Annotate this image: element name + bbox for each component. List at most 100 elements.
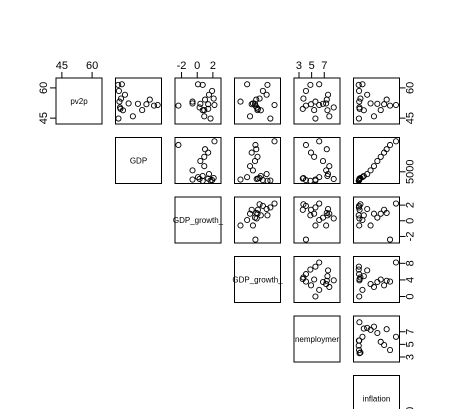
data-point — [139, 107, 146, 114]
data-point — [146, 96, 153, 103]
tick-label: 0 — [405, 293, 417, 299]
data-point — [364, 324, 371, 331]
data-point — [299, 206, 306, 213]
data-point — [244, 216, 251, 224]
data-point — [367, 281, 374, 288]
data-point — [359, 286, 366, 293]
data-point — [312, 222, 319, 229]
data-point — [356, 87, 363, 94]
data-point — [316, 200, 323, 207]
data-point — [357, 274, 364, 281]
data-point — [381, 282, 388, 289]
data-point — [386, 347, 394, 354]
tick-label: 45 — [38, 112, 50, 124]
data-point — [370, 113, 378, 120]
data-point — [392, 138, 400, 145]
data-point — [316, 259, 323, 266]
data-point — [300, 95, 307, 102]
data-point — [271, 101, 278, 109]
data-point — [316, 174, 323, 181]
data-point — [312, 115, 319, 122]
data-point — [357, 95, 364, 102]
tick-label: 50 — [405, 407, 417, 409]
data-point — [360, 212, 367, 219]
data-point — [267, 115, 274, 122]
tick-label: 45 — [405, 112, 417, 124]
scatter-panel — [174, 137, 222, 184]
data-point — [116, 98, 123, 105]
scatter-panel — [293, 137, 341, 184]
scatter-panel — [293, 256, 341, 303]
data-point — [374, 329, 381, 337]
data-point — [189, 98, 196, 105]
data-point — [254, 153, 261, 160]
diagonal-panel — [293, 315, 341, 363]
data-point — [370, 283, 378, 291]
tick-label: 8 — [405, 260, 417, 266]
data-point — [302, 102, 309, 109]
data-point — [267, 177, 274, 184]
data-point — [383, 209, 390, 216]
variable-label: GDP — [130, 157, 147, 166]
data-point — [115, 81, 122, 88]
data-point — [330, 215, 337, 222]
data-point — [271, 138, 278, 145]
data-point — [302, 236, 309, 243]
diagonal-panel — [234, 256, 281, 303]
diagonal-panel — [115, 137, 162, 184]
data-point — [205, 170, 213, 178]
data-point — [325, 170, 332, 178]
data-point — [263, 91, 270, 98]
data-point — [256, 95, 263, 102]
data-point — [237, 222, 244, 229]
diagonal-panel — [174, 196, 222, 244]
data-point — [197, 100, 204, 107]
data-point — [377, 276, 384, 283]
data-point — [249, 167, 256, 174]
data-point — [201, 163, 208, 170]
data-point — [150, 102, 158, 109]
data-point — [121, 91, 129, 98]
data-point — [115, 115, 122, 122]
data-point — [311, 210, 318, 217]
data-point — [302, 87, 309, 94]
data-point — [326, 210, 333, 217]
data-point — [205, 91, 213, 98]
data-point — [189, 100, 196, 107]
tick-label: -2 — [405, 232, 417, 242]
data-point — [323, 277, 330, 284]
data-point — [119, 107, 127, 114]
data-point — [359, 81, 366, 88]
tick-label: 0 — [405, 218, 417, 224]
data-point — [189, 167, 196, 174]
data-point — [237, 98, 244, 105]
data-point — [307, 81, 314, 88]
data-point — [392, 333, 400, 340]
scatter-panel — [234, 196, 281, 244]
tick-label: 3 — [405, 354, 417, 360]
data-point — [202, 96, 209, 103]
scatter-panel — [115, 77, 162, 125]
data-point — [253, 104, 260, 111]
data-point — [202, 146, 209, 153]
data-point — [311, 276, 318, 283]
data-point — [323, 146, 330, 153]
data-point — [189, 176, 196, 183]
data-point — [249, 222, 256, 229]
data-point — [211, 138, 218, 145]
data-point — [386, 102, 394, 109]
data-point — [323, 222, 330, 229]
data-point — [319, 278, 327, 286]
data-point — [326, 113, 333, 120]
data-point — [316, 216, 323, 224]
data-point — [197, 158, 204, 165]
data-point — [299, 175, 306, 182]
diagonal-panel — [353, 375, 400, 409]
data-point — [263, 170, 270, 178]
scatter-panel — [353, 137, 400, 184]
data-point — [201, 113, 208, 120]
data-point — [360, 325, 367, 332]
data-point — [248, 149, 255, 156]
data-point — [355, 81, 362, 88]
